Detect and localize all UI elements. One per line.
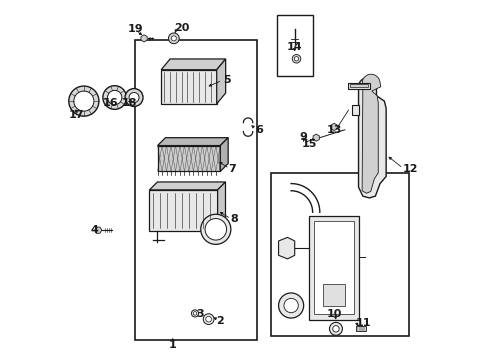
- Circle shape: [332, 325, 339, 332]
- Text: 8: 8: [230, 215, 238, 224]
- Circle shape: [193, 312, 196, 315]
- Text: 4: 4: [90, 225, 98, 235]
- Bar: [157, 145, 220, 171]
- Text: 13: 13: [326, 125, 342, 135]
- Circle shape: [201, 214, 230, 244]
- Polygon shape: [157, 138, 228, 145]
- Polygon shape: [141, 35, 147, 42]
- Circle shape: [294, 57, 298, 61]
- Polygon shape: [358, 78, 386, 198]
- Circle shape: [278, 293, 303, 318]
- Bar: [349, 84, 367, 87]
- Polygon shape: [217, 182, 225, 231]
- Text: 15: 15: [301, 139, 317, 149]
- Text: 19: 19: [127, 24, 142, 35]
- Text: 10: 10: [326, 310, 341, 319]
- Polygon shape: [161, 59, 225, 70]
- Polygon shape: [330, 123, 337, 131]
- Text: 16: 16: [102, 98, 118, 108]
- Text: 5: 5: [223, 75, 230, 85]
- Polygon shape: [216, 59, 225, 104]
- Circle shape: [191, 310, 198, 317]
- Circle shape: [102, 86, 126, 109]
- Circle shape: [171, 36, 176, 41]
- Circle shape: [125, 89, 142, 107]
- Text: 17: 17: [68, 111, 83, 121]
- Circle shape: [205, 316, 211, 322]
- Bar: [161, 70, 216, 104]
- Text: 6: 6: [255, 125, 263, 135]
- Circle shape: [69, 86, 99, 116]
- Polygon shape: [94, 227, 102, 233]
- Bar: [271, 173, 408, 336]
- Bar: [149, 190, 217, 231]
- Text: 18: 18: [122, 98, 137, 108]
- Text: 12: 12: [402, 164, 417, 174]
- Polygon shape: [362, 74, 380, 193]
- Circle shape: [292, 54, 300, 63]
- Bar: [314, 221, 353, 315]
- Text: 20: 20: [174, 23, 189, 33]
- Circle shape: [74, 91, 94, 111]
- Text: 14: 14: [286, 42, 302, 52]
- Text: 7: 7: [228, 164, 236, 174]
- Polygon shape: [220, 138, 228, 171]
- Circle shape: [204, 219, 226, 240]
- Polygon shape: [278, 237, 294, 259]
- Circle shape: [203, 314, 214, 324]
- Bar: [276, 15, 312, 76]
- Bar: [308, 216, 359, 320]
- Polygon shape: [312, 134, 319, 141]
- Text: 3: 3: [196, 310, 203, 319]
- Circle shape: [284, 298, 298, 313]
- Bar: [135, 40, 257, 339]
- Text: 11: 11: [355, 319, 370, 328]
- Text: 2: 2: [215, 316, 223, 325]
- Circle shape: [129, 93, 139, 103]
- Text: 9: 9: [299, 132, 307, 142]
- Bar: [323, 284, 344, 306]
- Text: 1: 1: [168, 340, 176, 350]
- Polygon shape: [149, 182, 225, 190]
- Bar: [355, 326, 366, 331]
- Circle shape: [107, 90, 122, 105]
- Polygon shape: [351, 105, 358, 116]
- Circle shape: [168, 33, 179, 44]
- Bar: [348, 83, 369, 89]
- Circle shape: [329, 322, 342, 335]
